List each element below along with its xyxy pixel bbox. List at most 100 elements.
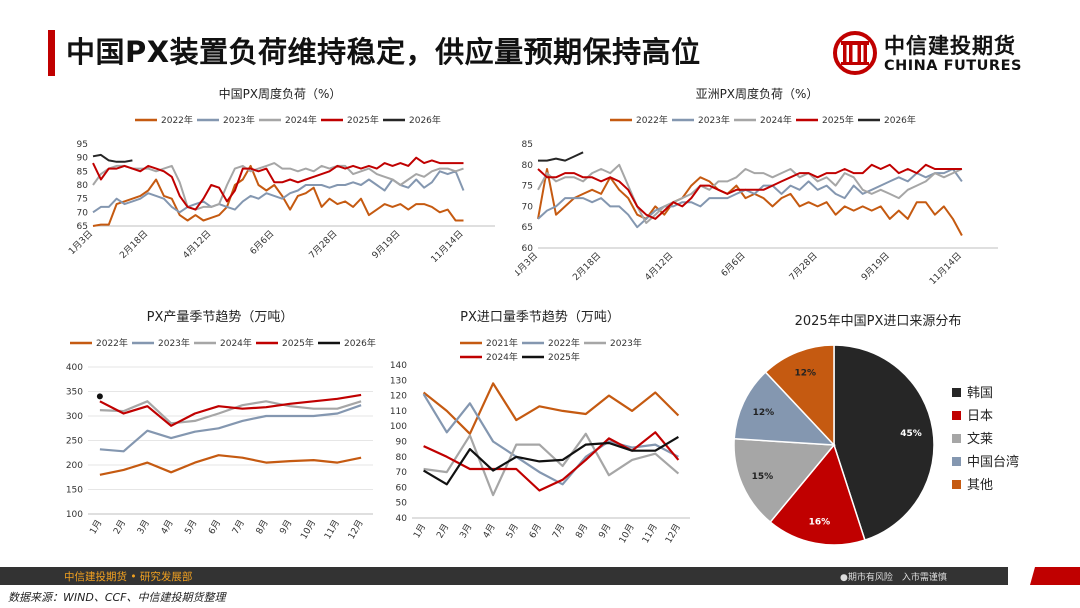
x-tick-label: 11月14日	[429, 228, 466, 265]
y-tick-label: 90	[396, 438, 408, 448]
china-px-load-chart: 中国PX周度负荷（%） 2022年 2023年 2024年 2025年 2026年 65 70…	[67, 86, 495, 265]
x-tick-label: 2月	[434, 522, 451, 540]
y-tick-label: 75	[77, 195, 88, 205]
logo-text-cn: 中信建投期货	[884, 34, 1016, 58]
y-tick-label: 120	[390, 392, 407, 402]
x-tick-label: 7月	[230, 518, 247, 536]
y-tick-label: 70	[522, 202, 534, 212]
pie-data-label-中国台湾: 12%	[753, 408, 775, 418]
x-tick-label: 12月	[663, 522, 683, 545]
legend-label-2023年: 2023年	[698, 114, 730, 126]
series-line-2023年	[99, 404, 362, 453]
legend-label-2022年: 2022年	[96, 337, 128, 349]
legend-swatch-文莱	[952, 434, 961, 443]
legend-label-2024年: 2024年	[220, 337, 252, 349]
x-tick-label: 5月	[504, 522, 521, 540]
pie-data-label-韩国: 45%	[900, 429, 922, 439]
legend-label-2023年: 2023年	[158, 337, 190, 349]
x-tick-label: 8月	[254, 518, 271, 536]
data-point-2026年	[96, 393, 103, 400]
legend-label-2026年: 2026年	[409, 114, 441, 126]
series-line-2025年	[92, 156, 464, 211]
series-line-2025年	[99, 393, 362, 427]
legend-label-2025年: 2025年	[548, 351, 580, 363]
pie-data-label-其他: 12%	[795, 368, 817, 378]
series-line-2024年	[423, 431, 680, 492]
y-tick-label: 100	[390, 422, 407, 432]
series-line-2026年	[92, 153, 133, 163]
x-tick-label: 7月28日	[307, 228, 340, 261]
legend-label-中国台湾: 中国台湾	[967, 454, 1019, 470]
y-tick-label: 400	[66, 363, 83, 373]
footer-department: 中信建投期货 • 研究发展部	[64, 571, 193, 583]
legend-label-2026年: 2026年	[344, 337, 376, 349]
legend-label-韩国: 韩国	[967, 386, 993, 401]
legend-label-其他: 其他	[967, 478, 993, 493]
series-line-2022年	[537, 168, 963, 236]
series-line-2024年	[537, 163, 963, 224]
legend-swatch-其他	[952, 480, 961, 489]
x-tick-label: 11月	[640, 522, 660, 545]
x-tick-label: 6月	[527, 522, 544, 540]
x-tick-label: 10月	[617, 522, 637, 545]
x-tick-label: 1月3日	[67, 228, 96, 257]
x-tick-label: 12月	[346, 518, 366, 541]
y-tick-label: 110	[390, 407, 407, 417]
pie-data-label-日本: 16%	[809, 518, 831, 528]
x-tick-label: 7月28日	[787, 250, 820, 283]
chart-title: 中国PX周度负荷（%）	[219, 86, 342, 101]
data-source-note: 数据来源：WIND、CCF、中信建投期货整理	[8, 591, 226, 604]
x-tick-label: 10月	[298, 518, 318, 541]
series-line-2025年	[537, 163, 962, 220]
legend-swatch-韩国	[952, 388, 961, 397]
x-tick-label: 2月18日	[118, 228, 151, 261]
legend-label-2022年: 2022年	[548, 337, 580, 349]
x-tick-label: 4月	[481, 522, 498, 540]
legend-label-2024年: 2024年	[285, 114, 317, 126]
series-line-2024年	[92, 162, 464, 211]
legend-label-2025年: 2025年	[822, 114, 854, 126]
y-tick-label: 350	[66, 388, 83, 398]
y-tick-label: 60	[522, 244, 534, 254]
y-tick-label: 70	[77, 208, 89, 218]
y-tick-label: 80	[77, 181, 89, 191]
legend-label-2025年: 2025年	[347, 114, 379, 126]
x-tick-label: 6月6日	[719, 250, 748, 279]
x-tick-label: 2月18日	[571, 250, 604, 283]
x-tick-label: 6月6日	[248, 228, 277, 257]
legend-label-2026年: 2026年	[884, 114, 916, 126]
footer-risk-notice: ●期市有风险 入市需谨慎	[840, 573, 947, 583]
x-tick-label: 3月	[135, 518, 152, 536]
pie-slice-日本	[769, 443, 866, 546]
asia-px-load-chart: 亚洲PX周度负荷（%） 2022年 2023年 2024年 2025年 2026年 60 65…	[515, 86, 998, 287]
series-line-2024年	[99, 400, 362, 425]
citic-logo-icon	[833, 31, 877, 75]
x-tick-label: 9月	[597, 522, 614, 540]
footer-red-tab	[1030, 567, 1080, 585]
footer-dark-band	[0, 567, 1008, 585]
y-tick-label: 130	[390, 376, 407, 386]
series-line-2023年	[537, 168, 963, 229]
pie-slice-文莱	[733, 437, 836, 524]
legend-label-2023年: 2023年	[223, 114, 255, 126]
legend-label-文莱: 文莱	[967, 432, 993, 447]
title-accent-bar	[48, 30, 55, 76]
legend-label-2022年: 2022年	[636, 114, 668, 126]
y-tick-label: 65	[77, 222, 88, 232]
series-line-2025年	[423, 435, 679, 486]
y-tick-label: 85	[522, 140, 533, 150]
x-tick-label: 1月	[88, 518, 105, 536]
x-tick-label: 9月	[278, 518, 295, 536]
y-tick-label: 150	[66, 486, 83, 496]
series-line-2023年	[92, 170, 465, 214]
pie-slice-中国台湾	[733, 371, 836, 446]
y-tick-label: 50	[396, 499, 408, 509]
legend-label-2023年: 2023年	[610, 337, 642, 349]
y-tick-label: 100	[66, 510, 83, 520]
chart-title: 亚洲PX周度负荷（%）	[696, 86, 819, 101]
pie-slice-其他	[764, 344, 835, 447]
x-tick-label: 4月12日	[181, 228, 214, 261]
logo-text-en: CHINA FUTURES	[884, 58, 1022, 74]
y-tick-label: 300	[66, 412, 83, 422]
y-tick-label: 90	[77, 154, 89, 164]
